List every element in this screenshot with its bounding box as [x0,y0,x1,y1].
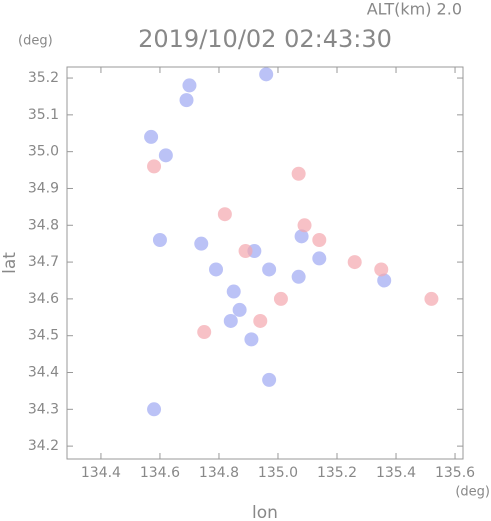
point [194,236,209,251]
y-tick-label: 35.2 [28,70,59,86]
point [182,78,197,93]
point [158,148,173,163]
point [147,402,162,417]
point [217,207,232,222]
point [147,159,162,174]
point [377,273,392,288]
x-unit: (deg) [455,485,490,500]
point [253,313,268,328]
point [259,67,274,82]
point [197,325,212,340]
plot-frame [66,66,464,460]
y-axis-label: lat [0,252,20,274]
point [312,251,327,266]
point [291,269,306,284]
y-unit: (deg) [18,34,53,49]
point [291,166,306,181]
point [144,129,159,144]
chart-subtitle: ALT(km) 2.0 [367,0,462,19]
point [347,255,362,270]
point [273,291,288,306]
x-tick-label: 134.6 [140,465,180,481]
point [209,262,224,277]
point [226,284,241,299]
y-tick-label: 35.0 [28,144,59,160]
x-axis-label: lon [252,503,278,521]
x-tick-label: 135.2 [317,465,357,481]
y-tick-label: 34.5 [28,328,59,344]
y-tick-label: 34.8 [28,217,59,233]
point [294,229,309,244]
x-tick-label: 135.0 [258,465,298,481]
point [238,244,253,259]
x-tick-label: 135.6 [435,465,475,481]
y-tick-label: 34.2 [28,438,59,454]
point [262,262,277,277]
point [232,302,247,317]
y-tick-label: 35.1 [28,107,59,123]
y-tick-label: 34.7 [28,254,59,270]
x-tick-label: 134.4 [81,465,121,481]
y-tick-label: 34.4 [28,365,59,381]
point [312,232,327,247]
y-tick-label: 34.6 [28,291,59,307]
y-tick-label: 34.9 [28,180,59,196]
point [262,372,277,387]
point [374,262,389,277]
point [179,93,194,108]
point [244,332,259,347]
y-tick-label: 34.3 [28,401,59,417]
x-tick-label: 134.8 [199,465,239,481]
point [223,313,238,328]
point [424,291,439,306]
chart-title: 2019/10/02 02:43:30 [138,25,392,53]
x-tick-label: 135.4 [376,465,416,481]
point [152,232,167,247]
point [297,218,312,233]
